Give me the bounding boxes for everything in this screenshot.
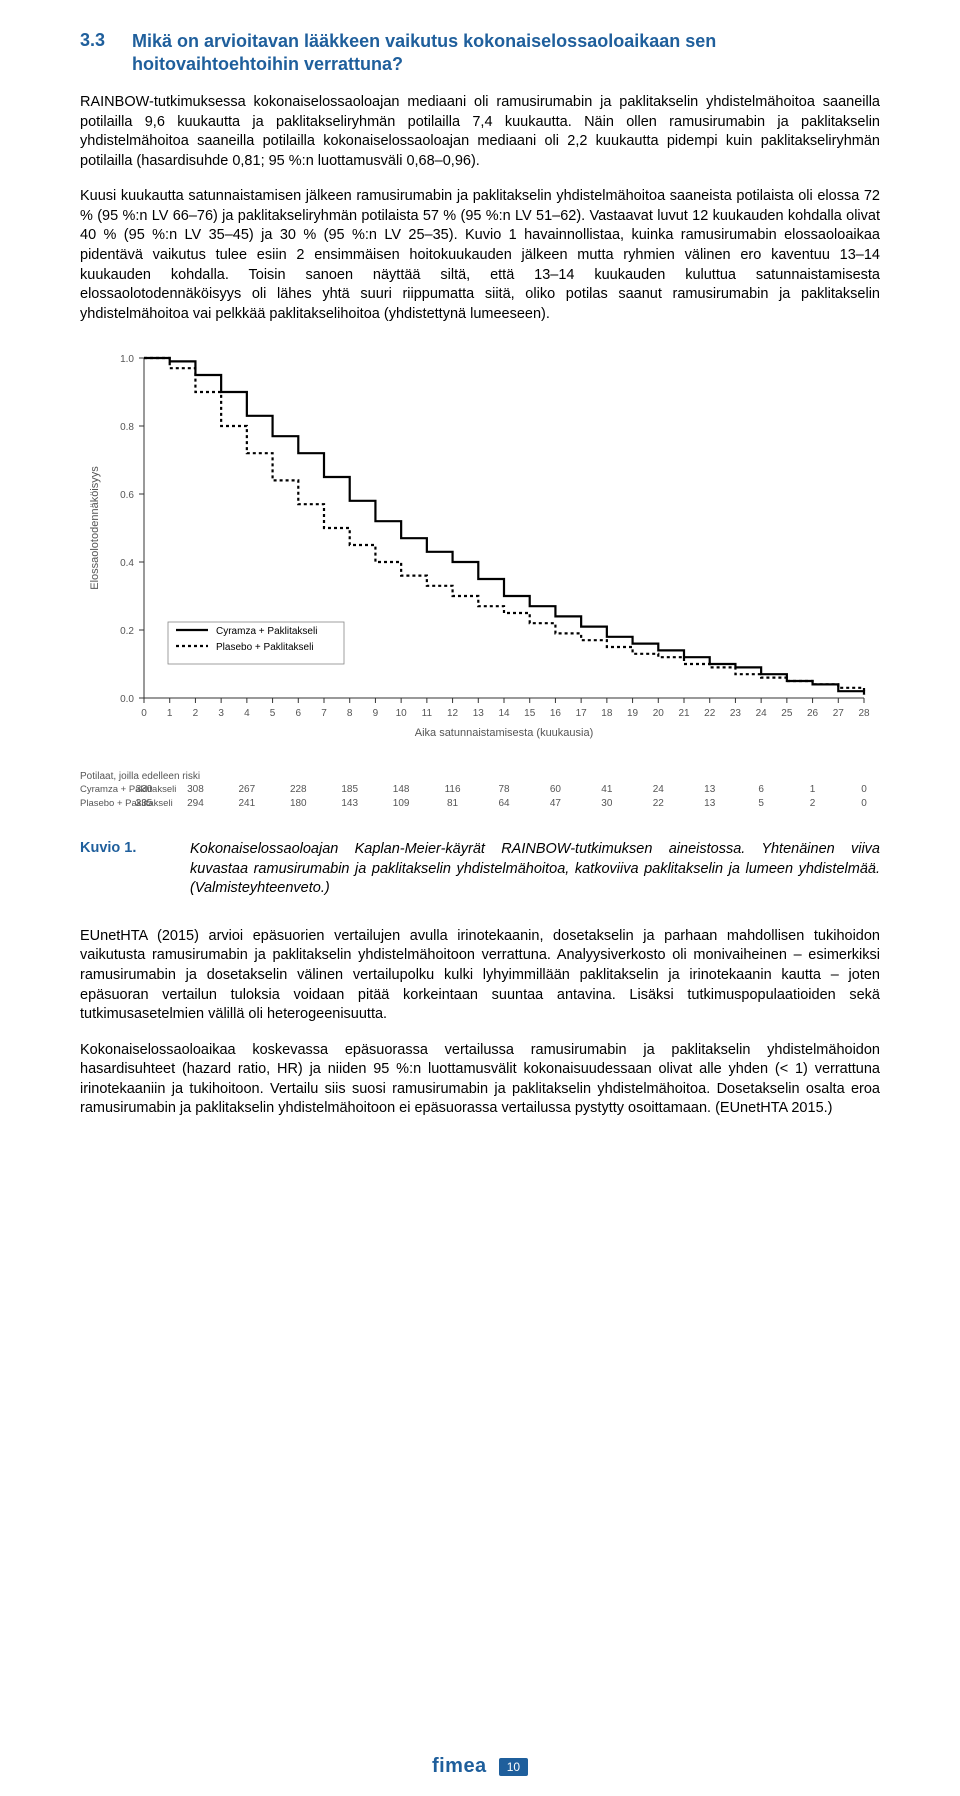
svg-text:21: 21	[678, 708, 690, 719]
caption-text: Kokonaiselossaoloajan Kaplan-Meier-käyrä…	[190, 840, 880, 899]
section-title: Mikä on arvioitavan lääkkeen vaikutus ko…	[132, 30, 880, 75]
paragraph-2: Kuusi kuukautta satunnaistamisen jälkeen…	[80, 187, 880, 324]
risk-table-row: Plasebo + Paklitakseli335294241180143109…	[80, 798, 880, 812]
svg-text:15: 15	[524, 708, 536, 719]
risk-table: Potilaat, joilla edelleen riskiCyramza +…	[80, 771, 880, 812]
paragraph-1: RAINBOW-tutkimuksessa kokonaiselossaoloa…	[80, 93, 880, 171]
svg-text:1.0: 1.0	[120, 354, 134, 365]
risk-cell: 78	[489, 784, 519, 795]
svg-text:0.6: 0.6	[120, 490, 134, 501]
svg-text:0.8: 0.8	[120, 422, 134, 433]
svg-text:0.0: 0.0	[120, 694, 134, 705]
svg-text:1: 1	[167, 708, 173, 719]
risk-cell: 5	[746, 798, 776, 809]
risk-cell: 64	[489, 798, 519, 809]
risk-cell: 148	[386, 784, 416, 795]
svg-text:18: 18	[601, 708, 613, 719]
risk-cell: 60	[540, 784, 570, 795]
risk-table-title: Potilaat, joilla edelleen riski	[80, 771, 880, 782]
svg-text:11: 11	[422, 708, 433, 719]
svg-text:13: 13	[473, 708, 485, 719]
svg-text:10: 10	[396, 708, 408, 719]
svg-text:6: 6	[296, 708, 302, 719]
svg-text:7: 7	[321, 708, 327, 719]
risk-cell: 81	[438, 798, 468, 809]
risk-cell: 143	[335, 798, 365, 809]
page-footer: fimea 10	[0, 1755, 960, 1778]
svg-text:0.2: 0.2	[120, 626, 134, 637]
risk-cell: 335	[129, 798, 159, 809]
svg-text:0: 0	[141, 708, 147, 719]
svg-text:22: 22	[704, 708, 716, 719]
risk-cell: 180	[283, 798, 313, 809]
risk-cell: 241	[232, 798, 262, 809]
risk-cell: 30	[592, 798, 622, 809]
svg-text:8: 8	[347, 708, 353, 719]
svg-text:Elossaolotodennäköisyys: Elossaolotodennäköisyys	[89, 466, 101, 590]
page-number: 10	[499, 1758, 528, 1776]
svg-text:17: 17	[576, 708, 588, 719]
risk-cell: 13	[695, 784, 725, 795]
svg-text:Aika satunnaistamisesta (kuuka: Aika satunnaistamisesta (kuukausia)	[415, 727, 594, 739]
risk-cell: 0	[849, 784, 879, 795]
risk-cell: 22	[643, 798, 673, 809]
risk-cell: 109	[386, 798, 416, 809]
risk-cell: 6	[746, 784, 776, 795]
section-heading: 3.3 Mikä on arvioitavan lääkkeen vaikutu…	[80, 30, 880, 75]
svg-text:4: 4	[244, 708, 250, 719]
risk-cell: 185	[335, 784, 365, 795]
svg-text:Cyramza + Paklitakseli: Cyramza + Paklitakseli	[216, 626, 317, 637]
km-chart-svg: 0.00.20.40.60.81.00123456789101112131415…	[80, 340, 880, 760]
footer-logo: fimea	[432, 1755, 487, 1778]
risk-cell: 294	[180, 798, 210, 809]
svg-text:20: 20	[653, 708, 665, 719]
risk-cell: 13	[695, 798, 725, 809]
figure-caption: Kuvio 1. Kokonaiselossaoloajan Kaplan-Me…	[80, 840, 880, 899]
risk-cell: 116	[438, 784, 468, 795]
svg-text:2: 2	[193, 708, 199, 719]
risk-cell: 47	[540, 798, 570, 809]
svg-text:5: 5	[270, 708, 276, 719]
risk-cell: 228	[283, 784, 313, 795]
svg-text:14: 14	[498, 708, 510, 719]
risk-cell: 1	[798, 784, 828, 795]
svg-text:Plasebo + Paklitakseli: Plasebo + Paklitakseli	[216, 642, 314, 653]
risk-cell: 24	[643, 784, 673, 795]
caption-label: Kuvio 1.	[80, 840, 190, 899]
svg-text:27: 27	[833, 708, 845, 719]
svg-text:12: 12	[447, 708, 459, 719]
section-number: 3.3	[80, 30, 132, 51]
paragraph-4: Kokonaiselossaoloaikaa koskevassa epäsuo…	[80, 1041, 880, 1119]
svg-text:24: 24	[756, 708, 768, 719]
risk-cell: 2	[798, 798, 828, 809]
svg-text:0.4: 0.4	[120, 558, 134, 569]
risk-cell: 330	[129, 784, 159, 795]
svg-text:9: 9	[373, 708, 379, 719]
risk-cell: 41	[592, 784, 622, 795]
svg-text:16: 16	[550, 708, 562, 719]
svg-text:28: 28	[858, 708, 870, 719]
svg-text:19: 19	[627, 708, 639, 719]
svg-text:26: 26	[807, 708, 819, 719]
risk-table-row: Cyramza + Paklitakseli330308267228185148…	[80, 784, 880, 798]
risk-cell: 308	[180, 784, 210, 795]
svg-text:25: 25	[781, 708, 793, 719]
risk-cell: 0	[849, 798, 879, 809]
svg-text:23: 23	[730, 708, 742, 719]
km-chart: 0.00.20.40.60.81.00123456789101112131415…	[80, 340, 880, 812]
svg-text:3: 3	[218, 708, 224, 719]
paragraph-3: EUnetHTA (2015) arvioi epäsuorien vertai…	[80, 927, 880, 1025]
risk-cell: 267	[232, 784, 262, 795]
